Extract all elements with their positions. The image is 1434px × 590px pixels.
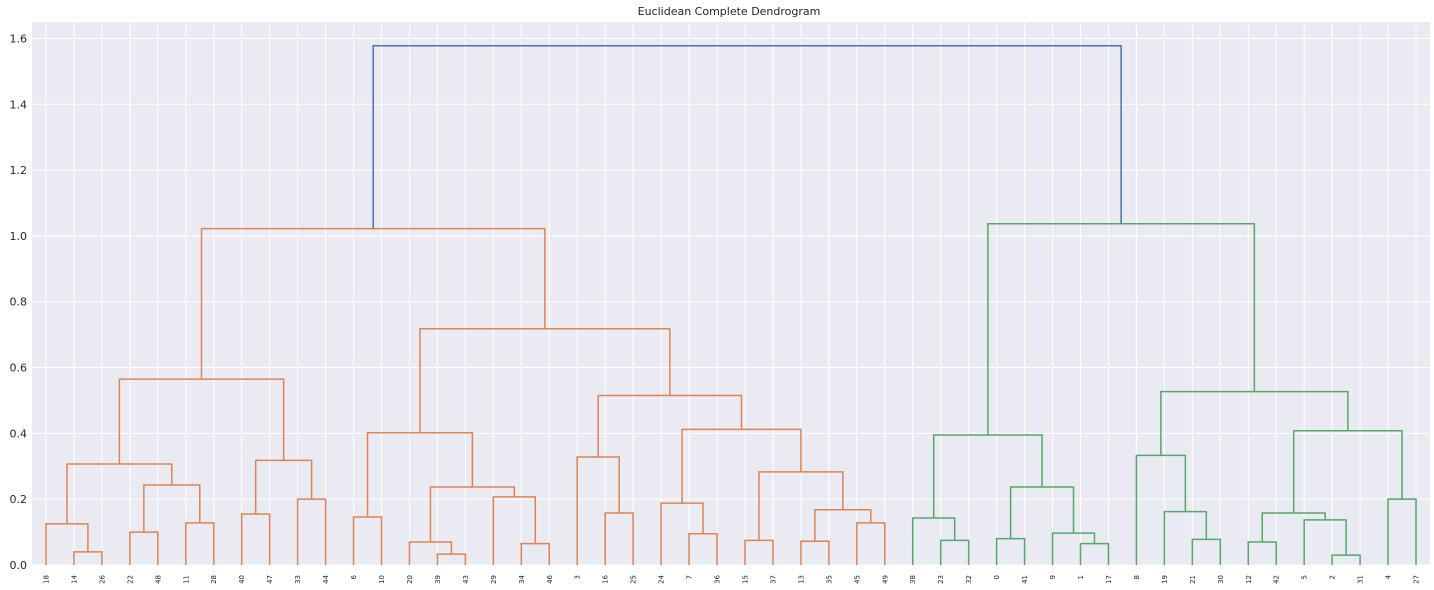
dendrogram-link bbox=[1292, 429, 1403, 514]
leaf-label: 21 bbox=[1189, 575, 1197, 584]
leaf-label: 6 bbox=[350, 574, 358, 579]
leaf-label: 16 bbox=[602, 574, 610, 583]
dendrogram-link bbox=[604, 512, 634, 565]
leaf-label: 46 bbox=[546, 574, 554, 583]
plot-background bbox=[32, 22, 1430, 565]
y-tick-label: 1.0 bbox=[10, 230, 28, 243]
leaf-label: 33 bbox=[294, 575, 302, 584]
leaf-label: 4 bbox=[1385, 574, 1393, 579]
dendrogram-link bbox=[419, 327, 671, 433]
dendrogram-link bbox=[1135, 454, 1187, 565]
leaf-label: 30 bbox=[1217, 575, 1225, 584]
leaf-label: 49 bbox=[881, 575, 889, 584]
dendrogram-link bbox=[352, 516, 383, 565]
leaf-label: 12 bbox=[1245, 575, 1253, 584]
leaf-label: 11 bbox=[182, 575, 190, 584]
leaf-label: 3 bbox=[574, 575, 582, 579]
y-tick-label: 0.0 bbox=[10, 559, 28, 572]
leaf-label: 45 bbox=[853, 575, 861, 584]
leaf-label: 2 bbox=[1329, 575, 1337, 579]
dendrogram-link bbox=[1261, 512, 1326, 542]
dendrogram-link bbox=[681, 428, 802, 504]
y-tick-label: 1.2 bbox=[10, 164, 28, 177]
leaf-label: 23 bbox=[937, 575, 945, 584]
dendrogram-link bbox=[660, 502, 704, 565]
dendrogram-links bbox=[45, 44, 1417, 565]
dendrogram-link bbox=[814, 508, 872, 542]
leaf-label: 1 bbox=[1077, 575, 1085, 579]
leaf-label: 19 bbox=[1161, 575, 1169, 584]
dendrogram-link bbox=[240, 513, 271, 565]
leaf-label: 18 bbox=[42, 575, 50, 584]
dendrogram-link bbox=[129, 531, 159, 565]
y-tick-label: 0.8 bbox=[10, 296, 28, 309]
leaf-label: 26 bbox=[98, 574, 106, 583]
dendrogram-link bbox=[143, 484, 201, 533]
leaf-label: 13 bbox=[797, 575, 805, 584]
leaf-label: 41 bbox=[1021, 575, 1029, 584]
y-tick-label: 0.6 bbox=[10, 362, 28, 375]
leaf-label: 44 bbox=[322, 574, 330, 583]
leaf-label: 5 bbox=[1301, 575, 1309, 579]
dendrogram-link bbox=[118, 378, 285, 464]
leaf-label: 34 bbox=[518, 574, 526, 583]
x-axis-leaf-labels: 18 14 26 22 48 11 28 40 47 33 44 6 10 20 39 43 29 34 46 3 16… bbox=[42, 574, 1420, 583]
leaf-label: 17 bbox=[1105, 575, 1113, 584]
y-axis-ticks: 0.0 0.2 0.4 0.6 0.8 1.0 1.2 1.4 1.6 bbox=[10, 32, 28, 572]
leaf-label: 0 bbox=[993, 575, 1001, 579]
leaf-label: 35 bbox=[825, 575, 833, 584]
leaf-label: 43 bbox=[462, 575, 470, 584]
leaf-label: 9 bbox=[1049, 575, 1057, 579]
dendrogram-link bbox=[1191, 538, 1222, 565]
leaf-label: 32 bbox=[965, 575, 973, 584]
leaf-label: 39 bbox=[434, 575, 442, 584]
leaf-label: 37 bbox=[769, 575, 777, 584]
leaf-label: 7 bbox=[686, 575, 694, 579]
leaf-label: 8 bbox=[1133, 575, 1141, 579]
dendrogram-link bbox=[987, 222, 1256, 436]
leaf-label: 40 bbox=[238, 575, 246, 584]
leaf-label: 31 bbox=[1357, 575, 1365, 584]
dendrogram-link bbox=[372, 44, 1122, 229]
dendrogram-link bbox=[995, 537, 1026, 565]
leaf-label: 14 bbox=[70, 574, 78, 583]
chart-title: Euclidean Complete Dendrogram bbox=[638, 5, 821, 18]
leaf-label: 20 bbox=[406, 575, 414, 584]
leaf-label: 38 bbox=[909, 575, 917, 584]
leaf-label: 47 bbox=[266, 575, 274, 584]
dendrogram-link bbox=[408, 541, 453, 565]
dendrogram-link bbox=[1247, 541, 1277, 565]
y-tick-label: 1.4 bbox=[10, 98, 28, 111]
leaf-label: 29 bbox=[490, 575, 498, 584]
leaf-label: 42 bbox=[1273, 575, 1281, 584]
y-tick-label: 0.4 bbox=[10, 427, 28, 440]
y-tick-label: 0.2 bbox=[10, 493, 28, 506]
dendrogram-link bbox=[1303, 519, 1347, 565]
leaf-label: 24 bbox=[658, 574, 666, 583]
dendrogram-link bbox=[296, 498, 327, 565]
leaf-label: 10 bbox=[378, 575, 386, 584]
leaf-label: 28 bbox=[210, 575, 218, 584]
leaf-label: 25 bbox=[630, 575, 638, 584]
leaf-label: 27 bbox=[1413, 575, 1421, 584]
dendrogram-link bbox=[1387, 498, 1417, 565]
y-tick-label: 1.6 bbox=[10, 32, 28, 45]
leaf-label: 48 bbox=[154, 575, 162, 584]
leaf-label: 36 bbox=[714, 574, 722, 583]
leaf-label: 15 bbox=[741, 575, 749, 584]
dendrogram-link bbox=[45, 523, 89, 565]
leaf-label: 22 bbox=[126, 575, 134, 584]
